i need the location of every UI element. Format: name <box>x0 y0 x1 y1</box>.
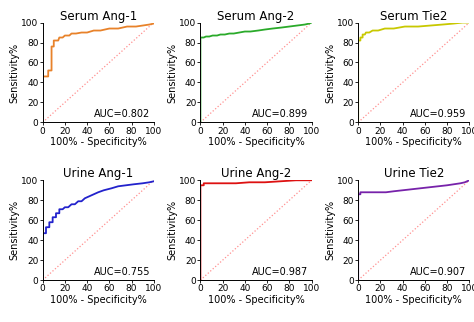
Y-axis label: Sensitivity%: Sensitivity% <box>10 200 20 260</box>
Text: AUC=0.987: AUC=0.987 <box>252 267 308 277</box>
Y-axis label: Sensitivity%: Sensitivity% <box>325 43 336 102</box>
Text: AUC=0.899: AUC=0.899 <box>252 109 308 119</box>
X-axis label: 100% - Specificity%: 100% - Specificity% <box>50 295 146 305</box>
X-axis label: 100% - Specificity%: 100% - Specificity% <box>208 137 304 147</box>
X-axis label: 100% - Specificity%: 100% - Specificity% <box>208 295 304 305</box>
Title: Serum Tie2: Serum Tie2 <box>380 10 447 23</box>
Text: AUC=0.907: AUC=0.907 <box>410 267 466 277</box>
Y-axis label: Sensitivity%: Sensitivity% <box>325 200 336 260</box>
Title: Urine Ang-1: Urine Ang-1 <box>63 167 133 180</box>
Text: AUC=0.755: AUC=0.755 <box>94 267 150 277</box>
Title: Urine Tie2: Urine Tie2 <box>383 167 444 180</box>
Title: Urine Ang-2: Urine Ang-2 <box>221 167 291 180</box>
X-axis label: 100% - Specificity%: 100% - Specificity% <box>50 137 146 147</box>
Y-axis label: Sensitivity%: Sensitivity% <box>168 43 178 102</box>
Text: AUC=0.802: AUC=0.802 <box>94 109 150 119</box>
Y-axis label: Sensitivity%: Sensitivity% <box>10 43 20 102</box>
Y-axis label: Sensitivity%: Sensitivity% <box>168 200 178 260</box>
Title: Serum Ang-1: Serum Ang-1 <box>60 10 137 23</box>
X-axis label: 100% - Specificity%: 100% - Specificity% <box>365 137 462 147</box>
X-axis label: 100% - Specificity%: 100% - Specificity% <box>365 295 462 305</box>
Title: Serum Ang-2: Serum Ang-2 <box>218 10 294 23</box>
Text: AUC=0.959: AUC=0.959 <box>410 109 466 119</box>
